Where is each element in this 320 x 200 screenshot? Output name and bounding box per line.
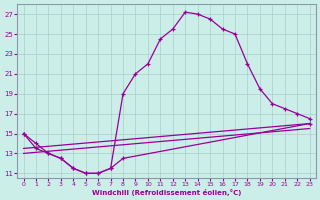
- X-axis label: Windchill (Refroidissement éolien,°C): Windchill (Refroidissement éolien,°C): [92, 189, 241, 196]
